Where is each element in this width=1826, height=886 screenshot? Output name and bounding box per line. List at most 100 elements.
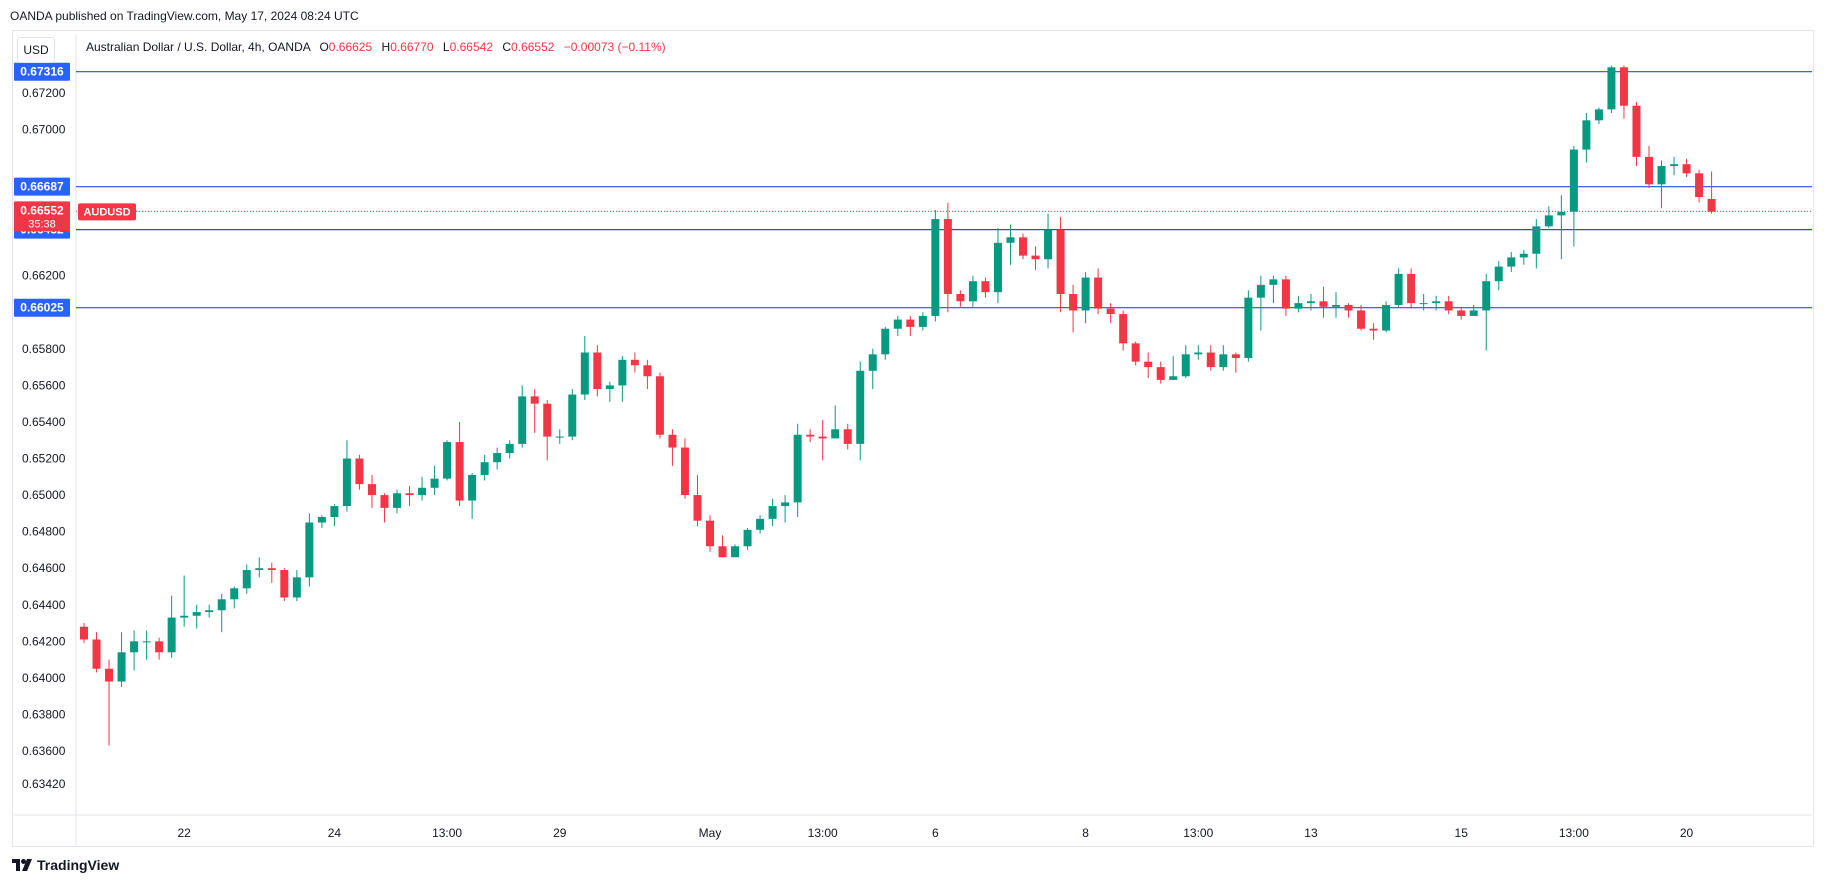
candle-body[interactable] (1169, 376, 1178, 380)
candle-body[interactable] (1144, 361, 1153, 368)
candle-body[interactable] (468, 474, 477, 501)
candle-body[interactable] (430, 478, 439, 488)
candle-body[interactable] (1256, 284, 1265, 298)
candle-body[interactable] (1369, 328, 1378, 331)
candle-body[interactable] (305, 522, 314, 578)
candle-body[interactable] (756, 518, 765, 530)
candle-body[interactable] (1519, 253, 1528, 258)
candle-body[interactable] (1206, 352, 1215, 368)
candle-body[interactable] (242, 570, 251, 589)
candle-body[interactable] (443, 442, 452, 479)
candle-body[interactable] (605, 385, 614, 390)
candle-body[interactable] (1094, 277, 1103, 309)
candle-body[interactable] (405, 493, 414, 496)
candle-body[interactable] (655, 376, 664, 435)
tradingview-logo[interactable]: TradingView (12, 857, 119, 873)
candle-body[interactable] (1131, 343, 1140, 362)
candle-body[interactable] (943, 219, 952, 294)
candle-body[interactable] (1081, 277, 1090, 311)
candle-body[interactable] (1469, 310, 1478, 316)
candle-body[interactable] (1707, 198, 1716, 212)
candle-body[interactable] (718, 546, 727, 558)
candle-body[interactable] (731, 546, 740, 558)
candle-body[interactable] (493, 453, 502, 463)
candle-body[interactable] (1432, 301, 1441, 304)
candle-body[interactable] (330, 506, 339, 518)
candle-body[interactable] (1231, 354, 1240, 358)
candle-body[interactable] (981, 281, 990, 293)
candle-body[interactable] (630, 359, 639, 366)
candle-body[interactable] (843, 429, 852, 444)
candle-body[interactable] (856, 370, 865, 444)
candle-body[interactable] (881, 328, 890, 355)
candle-body[interactable] (968, 281, 977, 302)
candle-body[interactable] (1219, 354, 1228, 368)
candle-body[interactable] (1607, 67, 1616, 110)
candle-body[interactable] (1357, 310, 1366, 329)
candle-body[interactable] (355, 458, 364, 485)
candle-body[interactable] (1044, 230, 1053, 260)
candle-body[interactable] (1632, 105, 1641, 157)
candle-body[interactable] (255, 568, 264, 571)
candle-body[interactable] (380, 495, 389, 508)
candle-body[interactable] (1019, 237, 1027, 256)
candle-body[interactable] (267, 568, 276, 571)
candle-body[interactable] (768, 506, 777, 519)
candle-body[interactable] (130, 641, 139, 653)
candle-body[interactable] (1281, 279, 1290, 309)
candle-body[interactable] (1594, 109, 1603, 121)
candle-body[interactable] (593, 352, 602, 390)
candle-body[interactable] (1332, 304, 1340, 307)
candle-body[interactable] (1056, 230, 1065, 294)
candle-body[interactable] (1444, 301, 1453, 311)
candle-body[interactable] (180, 615, 189, 618)
candle-body[interactable] (806, 434, 815, 437)
candle-body[interactable] (1695, 173, 1704, 198)
candle-body[interactable] (1119, 314, 1128, 344)
candle-body[interactable] (167, 617, 176, 653)
candle-body[interactable] (781, 502, 790, 507)
candle-body[interactable] (893, 319, 902, 329)
candle-body[interactable] (342, 458, 351, 507)
candle-body[interactable] (1106, 308, 1115, 315)
candle-body[interactable] (706, 520, 714, 547)
candle-body[interactable] (455, 442, 464, 501)
candle-body[interactable] (418, 487, 427, 496)
candle-body[interactable] (680, 447, 689, 496)
candle-body[interactable] (505, 443, 514, 454)
candle-body[interactable] (868, 354, 877, 371)
candle-body[interactable] (1670, 164, 1679, 167)
candle-body[interactable] (1457, 310, 1466, 316)
candle-body[interactable] (480, 462, 489, 475)
candle-body[interactable] (192, 612, 201, 616)
candle-body[interactable] (1645, 156, 1653, 185)
candle-body[interactable] (818, 436, 827, 439)
candle-body[interactable] (292, 577, 301, 598)
candle-body[interactable] (693, 495, 702, 521)
candle-body[interactable] (568, 394, 577, 437)
candle-body[interactable] (1569, 149, 1578, 212)
candle-body[interactable] (1306, 301, 1315, 304)
candle-body[interactable] (530, 396, 539, 404)
candle-body[interactable] (230, 588, 239, 600)
candle-body[interactable] (317, 517, 326, 523)
candle-body[interactable] (117, 652, 126, 682)
candle-body[interactable] (1069, 293, 1078, 311)
candle-body[interactable] (105, 668, 114, 682)
currency-button[interactable]: USD (17, 37, 55, 63)
candle-body[interactable] (1031, 255, 1040, 260)
candle-body[interactable] (793, 434, 802, 503)
candle-body[interactable] (1194, 352, 1203, 355)
candle-body[interactable] (142, 641, 151, 643)
candle-body[interactable] (918, 315, 927, 327)
candle-body[interactable] (1482, 281, 1491, 311)
candle-body[interactable] (1382, 304, 1391, 331)
candle-body[interactable] (1494, 266, 1503, 282)
candle-body[interactable] (1269, 279, 1278, 285)
candle-body[interactable] (393, 493, 401, 508)
candle-body[interactable] (1156, 367, 1165, 380)
candle-body[interactable] (1394, 273, 1403, 305)
candle-body[interactable] (1544, 215, 1553, 227)
candle-body[interactable] (1507, 257, 1516, 267)
candle-body[interactable] (643, 365, 652, 377)
